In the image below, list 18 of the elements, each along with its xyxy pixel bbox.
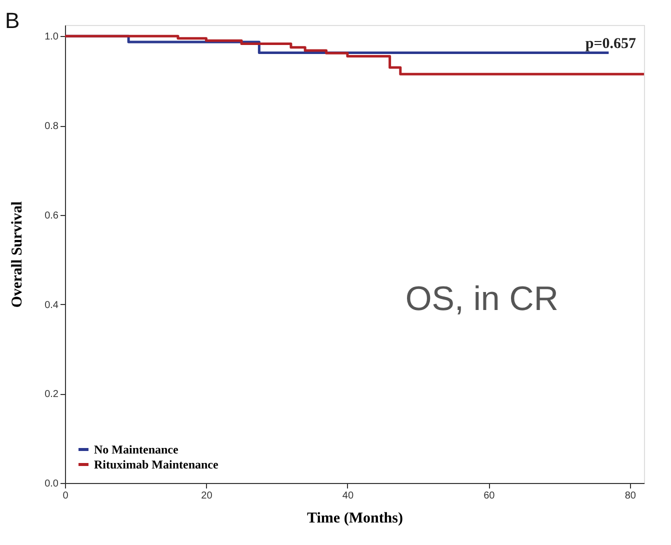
x-axis-title: Time (Months) <box>307 510 403 526</box>
legend-label: Rituximab Maintenance <box>94 458 220 472</box>
y-tick-label: 0.4 <box>44 300 59 311</box>
x-tick-label: 60 <box>484 490 496 502</box>
annotation: OS, in CR <box>405 280 558 318</box>
x-tick-label: 80 <box>624 490 636 502</box>
annotation: p=0.657 <box>585 36 636 52</box>
x-tick-label: 20 <box>201 490 213 502</box>
y-tick-label: 0.0 <box>44 478 59 490</box>
y-tick-label: 0.6 <box>44 210 59 222</box>
legend-label: No Maintenance <box>94 442 179 456</box>
x-tick-label: 0 <box>62 490 69 502</box>
y-tick-label: 0.2 <box>44 389 59 400</box>
y-axis-title: Overall Survival <box>10 201 26 308</box>
x-tick-label: 40 <box>342 490 354 502</box>
y-tick-label: 1.0 <box>44 32 59 43</box>
y-tick-label: 0.8 <box>44 121 59 132</box>
text: B <box>5 8 20 33</box>
